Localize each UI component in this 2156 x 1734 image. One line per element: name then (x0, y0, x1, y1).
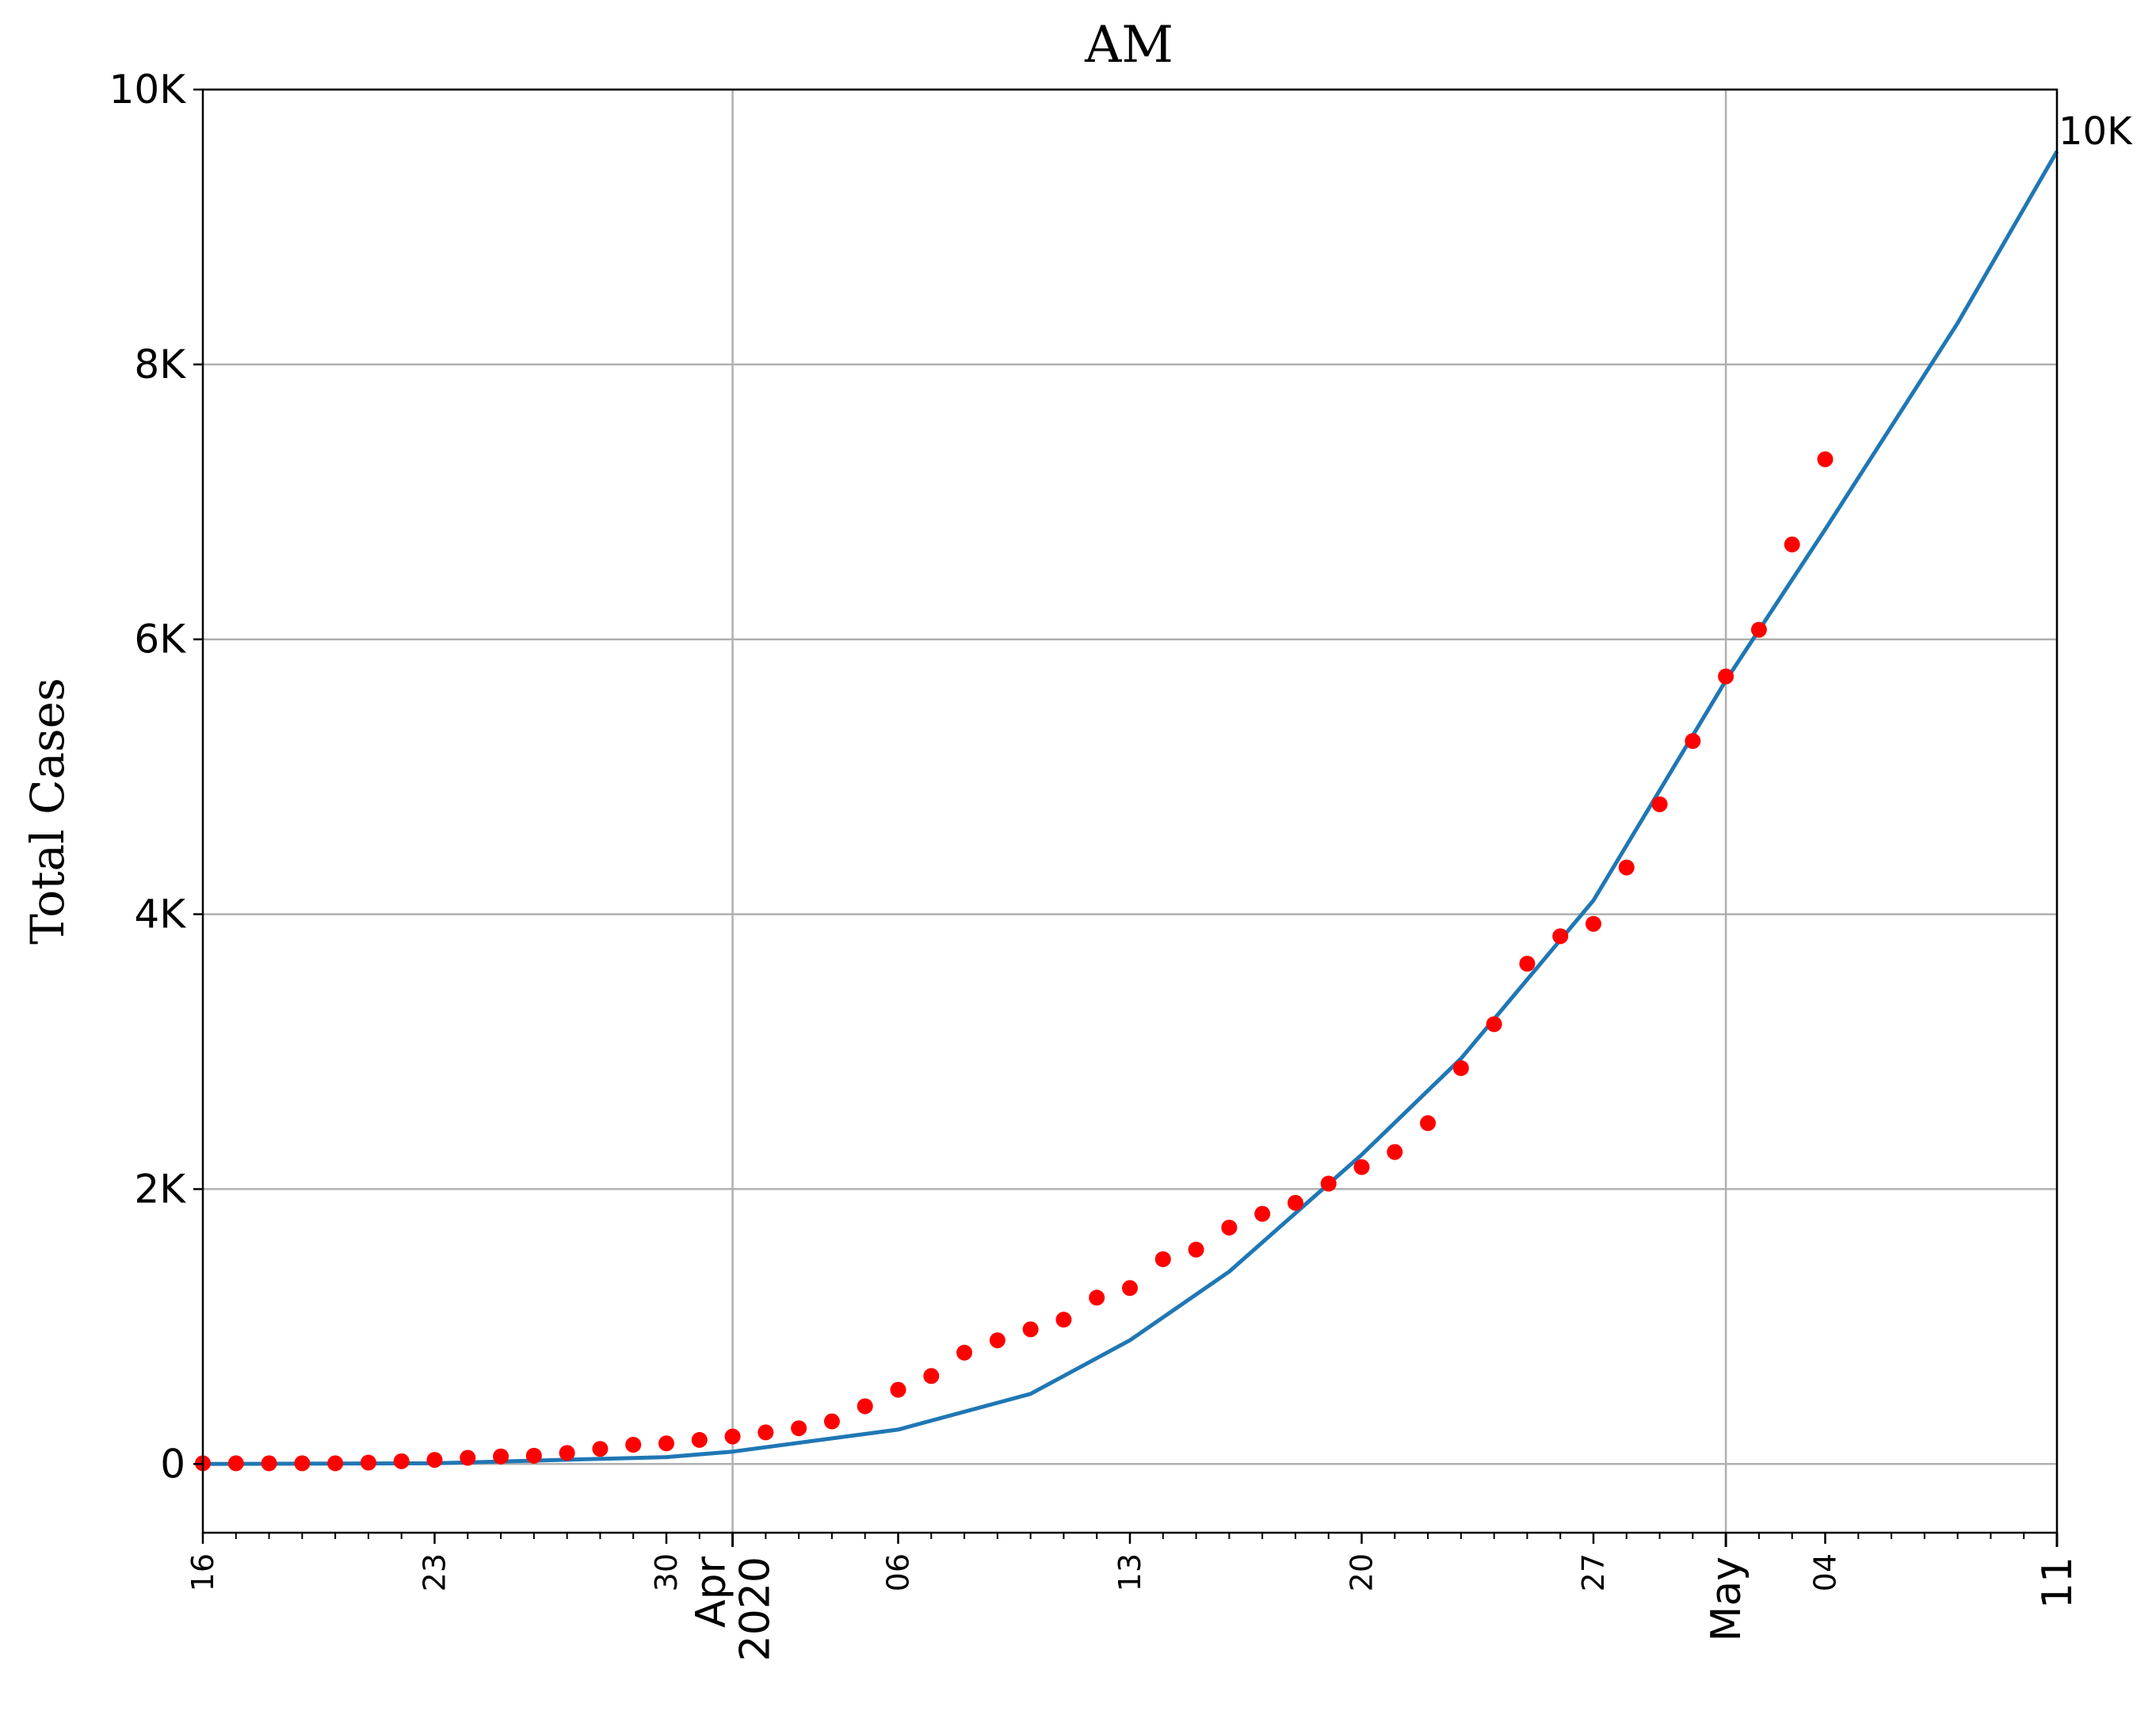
observed-point (1452, 1060, 1469, 1076)
x-tick-label: 16 (185, 1553, 220, 1591)
observed-point (1055, 1312, 1072, 1328)
y-tick-label: 6K (134, 617, 186, 663)
observed-point (360, 1454, 376, 1471)
observed-point (1420, 1115, 1437, 1132)
observed-point (525, 1447, 542, 1464)
observed-point (1586, 915, 1601, 932)
observed-point (1089, 1289, 1105, 1306)
y-tick-label: 2K (134, 1166, 186, 1212)
y-tick-label: 10K (109, 67, 187, 113)
observed-point (1618, 859, 1635, 876)
chart-title: AM (1084, 16, 1173, 74)
observed-point (989, 1332, 1005, 1349)
x-major-tick-label-line: Apr (688, 1556, 735, 1628)
x-tick-label: 27 (1576, 1553, 1611, 1591)
observed-point (724, 1428, 741, 1445)
observed-point (691, 1431, 708, 1448)
observed-point (1685, 733, 1701, 750)
observed-point (625, 1437, 642, 1453)
observed-point (1750, 621, 1767, 638)
x-tick-label: 20 (1345, 1553, 1379, 1591)
model-layer (202, 150, 2059, 1466)
observed-point (658, 1435, 674, 1452)
observed-point (393, 1453, 410, 1469)
observed-point (1353, 1159, 1370, 1175)
observed-point (1817, 451, 1834, 468)
observed-point (426, 1452, 443, 1469)
observed-point (592, 1441, 609, 1457)
observed-point (1387, 1144, 1403, 1160)
x-major-tick-label-line: 2020 (732, 1556, 780, 1661)
x-tick-label: 30 (649, 1553, 684, 1591)
observed-point (1552, 928, 1569, 945)
plot-frame (201, 88, 2059, 1534)
observed-point (327, 1455, 344, 1472)
observed-point (1320, 1175, 1337, 1192)
observed-point (1651, 796, 1668, 812)
observed-point (823, 1413, 840, 1430)
observed-points-layer (195, 451, 1834, 1472)
observed-point (493, 1448, 509, 1465)
y-tick-label: 0 (160, 1441, 185, 1487)
x-major-tick-label-line: May (1703, 1556, 1750, 1642)
x-tick-label: 04 (1808, 1553, 1843, 1591)
model-curve (202, 150, 2059, 1466)
observed-point (227, 1455, 244, 1472)
observed-point (890, 1381, 906, 1398)
observed-point (923, 1368, 940, 1385)
observed-point (294, 1455, 311, 1472)
observed-point (460, 1449, 476, 1466)
observed-point (1221, 1219, 1238, 1236)
observed-point (1784, 537, 1800, 553)
observed-point (1154, 1251, 1171, 1267)
x-major-tick-label-line: 11 (2034, 1556, 2082, 1609)
observed-point (1254, 1205, 1271, 1222)
observed-point (1188, 1241, 1204, 1258)
observed-point (1022, 1321, 1039, 1338)
y-tick-label: 4K (134, 892, 186, 938)
observed-point (261, 1455, 277, 1472)
observed-point (1486, 1016, 1502, 1033)
observed-point (1287, 1194, 1303, 1211)
x-tick-label: 06 (881, 1553, 916, 1591)
grid-layer (203, 88, 2059, 1533)
observed-point (1718, 668, 1734, 685)
y-tick-label: 8K (134, 342, 186, 388)
end-value-annotation: 10K (2059, 109, 2133, 154)
x-tick-label: 13 (1112, 1553, 1147, 1591)
observed-point (757, 1424, 774, 1441)
observed-point (791, 1420, 807, 1437)
observed-point (1122, 1280, 1138, 1297)
observed-point (1519, 956, 1536, 972)
observed-point (559, 1445, 575, 1461)
observed-point (857, 1398, 873, 1415)
x-tick-label: 23 (418, 1553, 452, 1591)
observed-point (956, 1344, 973, 1361)
y-axis-label: Total Cases (21, 678, 74, 945)
